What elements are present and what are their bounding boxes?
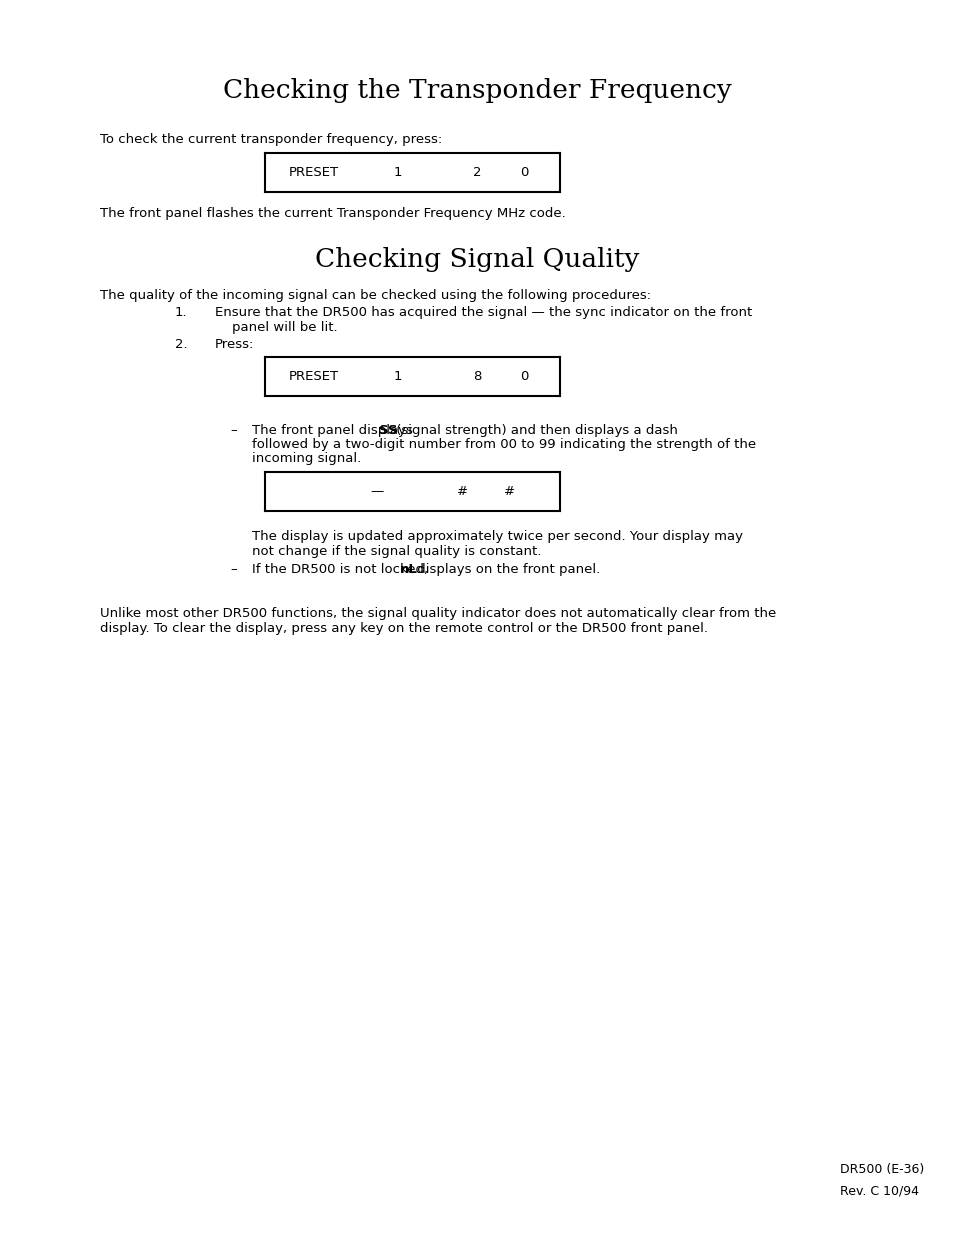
Text: If the DR500 is not locked,: If the DR500 is not locked, — [252, 563, 432, 576]
Text: 8: 8 — [473, 370, 481, 383]
Text: 2: 2 — [473, 165, 481, 179]
Text: incoming signal.: incoming signal. — [252, 452, 361, 466]
Text: (signal strength) and then displays a dash: (signal strength) and then displays a da… — [392, 424, 678, 437]
Text: #: # — [504, 485, 515, 498]
Text: #: # — [456, 485, 468, 498]
Text: The quality of the incoming signal can be checked using the following procedures: The quality of the incoming signal can b… — [100, 289, 651, 303]
Text: Checking the Transponder Frequency: Checking the Transponder Frequency — [222, 78, 731, 103]
Text: DR500 (E-36): DR500 (E-36) — [840, 1163, 923, 1176]
Text: followed by a two-digit number from 00 to 99 indicating the strength of the: followed by a two-digit number from 00 t… — [252, 438, 756, 451]
Text: Press:: Press: — [214, 338, 254, 351]
Text: Rev. C 10/94: Rev. C 10/94 — [840, 1186, 918, 1198]
Text: –: – — [230, 424, 236, 437]
Text: 2.: 2. — [174, 338, 188, 351]
Text: To check the current transponder frequency, press:: To check the current transponder frequen… — [100, 133, 442, 146]
Text: Checking Signal Quality: Checking Signal Quality — [314, 247, 639, 272]
Text: PRESET: PRESET — [289, 165, 338, 179]
Text: The front panel flashes the current Transponder Frequency MHz code.: The front panel flashes the current Tran… — [100, 207, 565, 220]
Text: 1: 1 — [393, 165, 401, 179]
Text: PRESET: PRESET — [289, 370, 338, 383]
Text: displays on the front panel.: displays on the front panel. — [413, 563, 599, 576]
Text: SS: SS — [378, 424, 397, 437]
Text: Ensure that the DR500 has acquired the signal — the sync indicator on the front
: Ensure that the DR500 has acquired the s… — [214, 306, 752, 333]
Text: 0: 0 — [520, 370, 528, 383]
Text: –: – — [230, 563, 236, 576]
Text: 1: 1 — [393, 370, 401, 383]
Text: 1.: 1. — [174, 306, 188, 319]
Text: —: — — [370, 485, 383, 498]
Text: 0: 0 — [520, 165, 528, 179]
Text: The front panel displays: The front panel displays — [252, 424, 416, 437]
Text: nL: nL — [399, 563, 417, 576]
Text: The display is updated approximately twice per second. Your display may
not chan: The display is updated approximately twi… — [252, 530, 742, 558]
Text: Unlike most other DR500 functions, the signal quality indicator does not automat: Unlike most other DR500 functions, the s… — [100, 606, 776, 635]
